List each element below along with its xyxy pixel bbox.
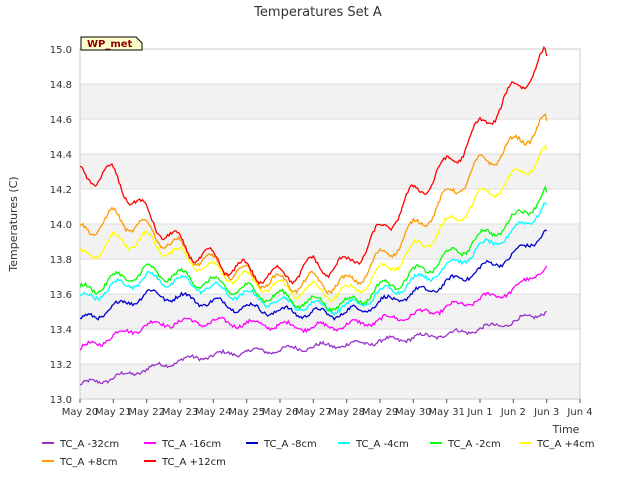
x-tick-label: Jun 4: [566, 407, 592, 418]
legend-label: TC_A -8cm: [263, 439, 317, 450]
legend-label: TC_A +12cm: [161, 457, 226, 468]
legend-label: TC_A +8cm: [59, 457, 118, 468]
y-tick-label: 14.2: [50, 185, 72, 196]
legend-item: TC_A -32cm: [42, 439, 119, 450]
y-tick-label: 15.0: [50, 45, 72, 56]
series-line-tc-a-8cm: [79, 229, 548, 321]
x-tick-label: May 24: [195, 407, 232, 418]
legend-item: TC_A -8cm: [246, 439, 317, 450]
y-tick-label: 14.8: [50, 80, 72, 91]
series-line-tc-a-32cm: [79, 310, 547, 386]
background-band: [80, 189, 580, 224]
legend-item: TC_A +4cm: [519, 439, 595, 450]
legend-label: TC_A -4cm: [355, 439, 409, 450]
y-tick-label: 14.6: [50, 115, 72, 126]
y-tick-label: 14.4: [50, 150, 72, 161]
series-line-tc-a-4cm: [79, 143, 548, 304]
chart-title: Temperatures Set A: [253, 5, 382, 20]
station-badge: WP_met: [80, 36, 143, 51]
legend-label: TC_A +4cm: [536, 439, 595, 450]
series-line-tc-a-8cm: [79, 112, 548, 295]
x-tick-label: May 23: [162, 407, 199, 418]
series-line-tc-a-12cm: [79, 45, 548, 285]
legend-item: TC_A -4cm: [338, 439, 409, 450]
y-tick-label: 13.4: [50, 325, 72, 336]
x-tick-label: May 28: [328, 407, 365, 418]
y-tick-label: 13.2: [50, 360, 72, 371]
x-tick-label: May 25: [228, 407, 265, 418]
x-tick-label: May 31: [428, 407, 465, 418]
y-axis-label: Temperatures (C): [7, 176, 20, 272]
x-tick-label: Jun 3: [533, 407, 559, 418]
background-band: [80, 154, 580, 189]
x-tick-label: May 22: [128, 407, 165, 418]
x-tick-label: May 29: [362, 407, 399, 418]
background-band: [80, 224, 580, 259]
y-axis-ticks: 13.0 13.2 13.4 13.6 13.8 14.0 14.2 14.4 14.6 14.8…: [50, 45, 72, 406]
legend-label: TC_A -32cm: [59, 439, 119, 450]
series-line-tc-a-4cm: [79, 202, 548, 317]
series-line-tc-a-16cm: [79, 265, 548, 351]
x-axis-label: Time: [552, 423, 580, 436]
y-tick-label: 13.6: [50, 290, 72, 301]
y-tick-label: 14.0: [50, 220, 72, 231]
plot-frame: [79, 48, 581, 400]
legend-label: TC_A -2cm: [447, 439, 501, 450]
legend-item: TC_A -2cm: [430, 439, 501, 450]
background-band: [80, 364, 580, 399]
x-tick-label: May 27: [295, 407, 332, 418]
background-band: [80, 259, 580, 294]
legend-label: TC_A -16cm: [161, 439, 221, 450]
x-tick-label: Jun 1: [466, 407, 492, 418]
series-lines: [79, 45, 548, 386]
legend-item: TC_A +8cm: [42, 457, 118, 468]
station-badge-label: WP_met: [87, 39, 133, 50]
x-tick-label: May 21: [95, 407, 132, 418]
background-band: [80, 84, 580, 119]
background-band: [80, 49, 580, 84]
x-tick-label: May 30: [395, 407, 432, 418]
x-tick-label: Jun 2: [500, 407, 526, 418]
background-band: [80, 119, 580, 154]
legend-item: TC_A +12cm: [144, 457, 226, 468]
legend-item: TC_A -16cm: [144, 439, 221, 450]
legend: TC_A -32cm TC_A -16cm TC_A -8cm TC_A -4cm TC…: [42, 439, 595, 468]
x-tick-label: May 26: [262, 407, 299, 418]
x-tick-label: May 20: [62, 407, 99, 418]
y-tick-label: 13.8: [50, 255, 72, 266]
series-line-tc-a-2cm: [79, 185, 548, 313]
y-tick-label: 13.0: [50, 395, 72, 406]
